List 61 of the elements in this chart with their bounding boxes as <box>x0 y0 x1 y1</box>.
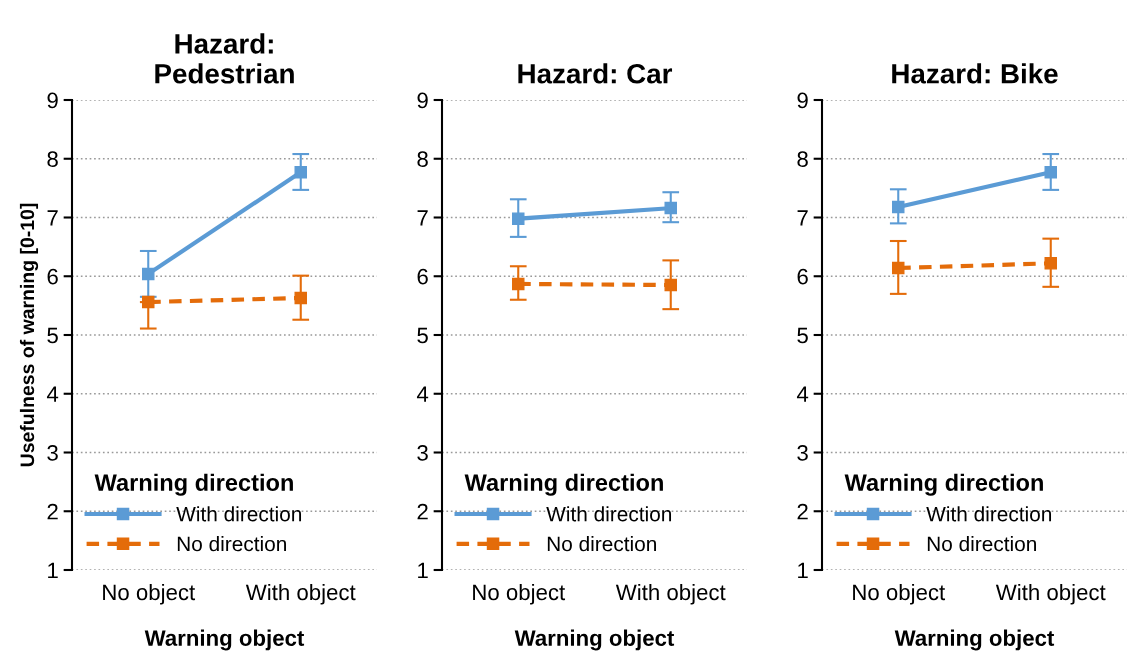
y-tick-label: 1 <box>48 562 58 579</box>
y-tick-label: 6 <box>797 268 808 285</box>
point <box>141 267 155 281</box>
point <box>664 201 678 215</box>
legend-label: With direction <box>926 506 1052 522</box>
point <box>294 166 308 179</box>
y-axis-title: Usefulness of warning [0-10] <box>19 203 39 467</box>
y-tick-label: 9 <box>47 92 58 109</box>
y-tick-label: 7 <box>417 210 428 226</box>
y-tick-label: 1 <box>418 562 428 579</box>
y-tick-label: 6 <box>417 268 428 285</box>
y-tick-label: 8 <box>47 151 58 168</box>
point <box>294 291 308 305</box>
x-axis-title: Warning object <box>894 629 1055 651</box>
y-tick-label: 7 <box>47 210 58 226</box>
y-tick-label: 3 <box>797 445 808 461</box>
legend-title: Warning direction <box>844 473 1043 496</box>
point <box>891 200 905 214</box>
legend-title: Warning direction <box>94 473 293 496</box>
y-tick-label: 4 <box>46 386 59 402</box>
x-tick-label: With object <box>615 583 726 605</box>
x-tick-label: No object <box>473 583 566 605</box>
x-axis-title: Warning object <box>144 629 305 651</box>
y-tick-label: 5 <box>417 327 428 344</box>
legend-label: With direction <box>176 506 302 522</box>
chart-title: Hazard: Pedestrian <box>155 33 294 84</box>
y-tick-label: 9 <box>417 92 428 109</box>
y-tick-label: 3 <box>47 445 58 461</box>
y-tick-label: 1 <box>798 562 808 579</box>
y-tick-label: 2 <box>797 503 808 520</box>
legend-title: Warning direction <box>464 473 663 496</box>
y-tick-label: 7 <box>797 210 808 226</box>
x-tick-label: With object <box>245 583 356 605</box>
chart-title: Hazard: Car <box>518 63 673 84</box>
legend-label: No direction <box>927 536 1036 552</box>
legend-label: With direction <box>546 506 672 522</box>
y-tick-label: 8 <box>417 151 428 168</box>
y-tick-label: 4 <box>796 386 809 402</box>
point <box>511 212 525 225</box>
y-tick-label: 3 <box>417 445 428 461</box>
y-tick-label: 2 <box>47 503 58 520</box>
x-axis-title: Warning object <box>514 629 675 651</box>
y-tick-label: 5 <box>797 327 808 344</box>
y-tick-label: 8 <box>797 151 808 168</box>
point <box>891 261 905 275</box>
y-tick-label: 4 <box>416 386 429 402</box>
point <box>664 278 678 292</box>
y-tick-label: 9 <box>797 92 808 109</box>
y-tick-label: 5 <box>47 327 58 344</box>
x-tick-label: No object <box>853 583 946 605</box>
y-tick-label: 6 <box>47 268 58 285</box>
point <box>141 295 155 309</box>
legend-label: No direction <box>547 536 656 552</box>
legend-label: No direction <box>177 536 286 552</box>
point <box>1044 166 1058 179</box>
point <box>511 277 525 291</box>
x-tick-label: With object <box>995 583 1106 605</box>
x-tick-label: No object <box>103 583 196 605</box>
y-tick-label: 2 <box>417 503 428 520</box>
point <box>1044 257 1058 270</box>
chart-title: Hazard: Bike <box>892 63 1058 84</box>
